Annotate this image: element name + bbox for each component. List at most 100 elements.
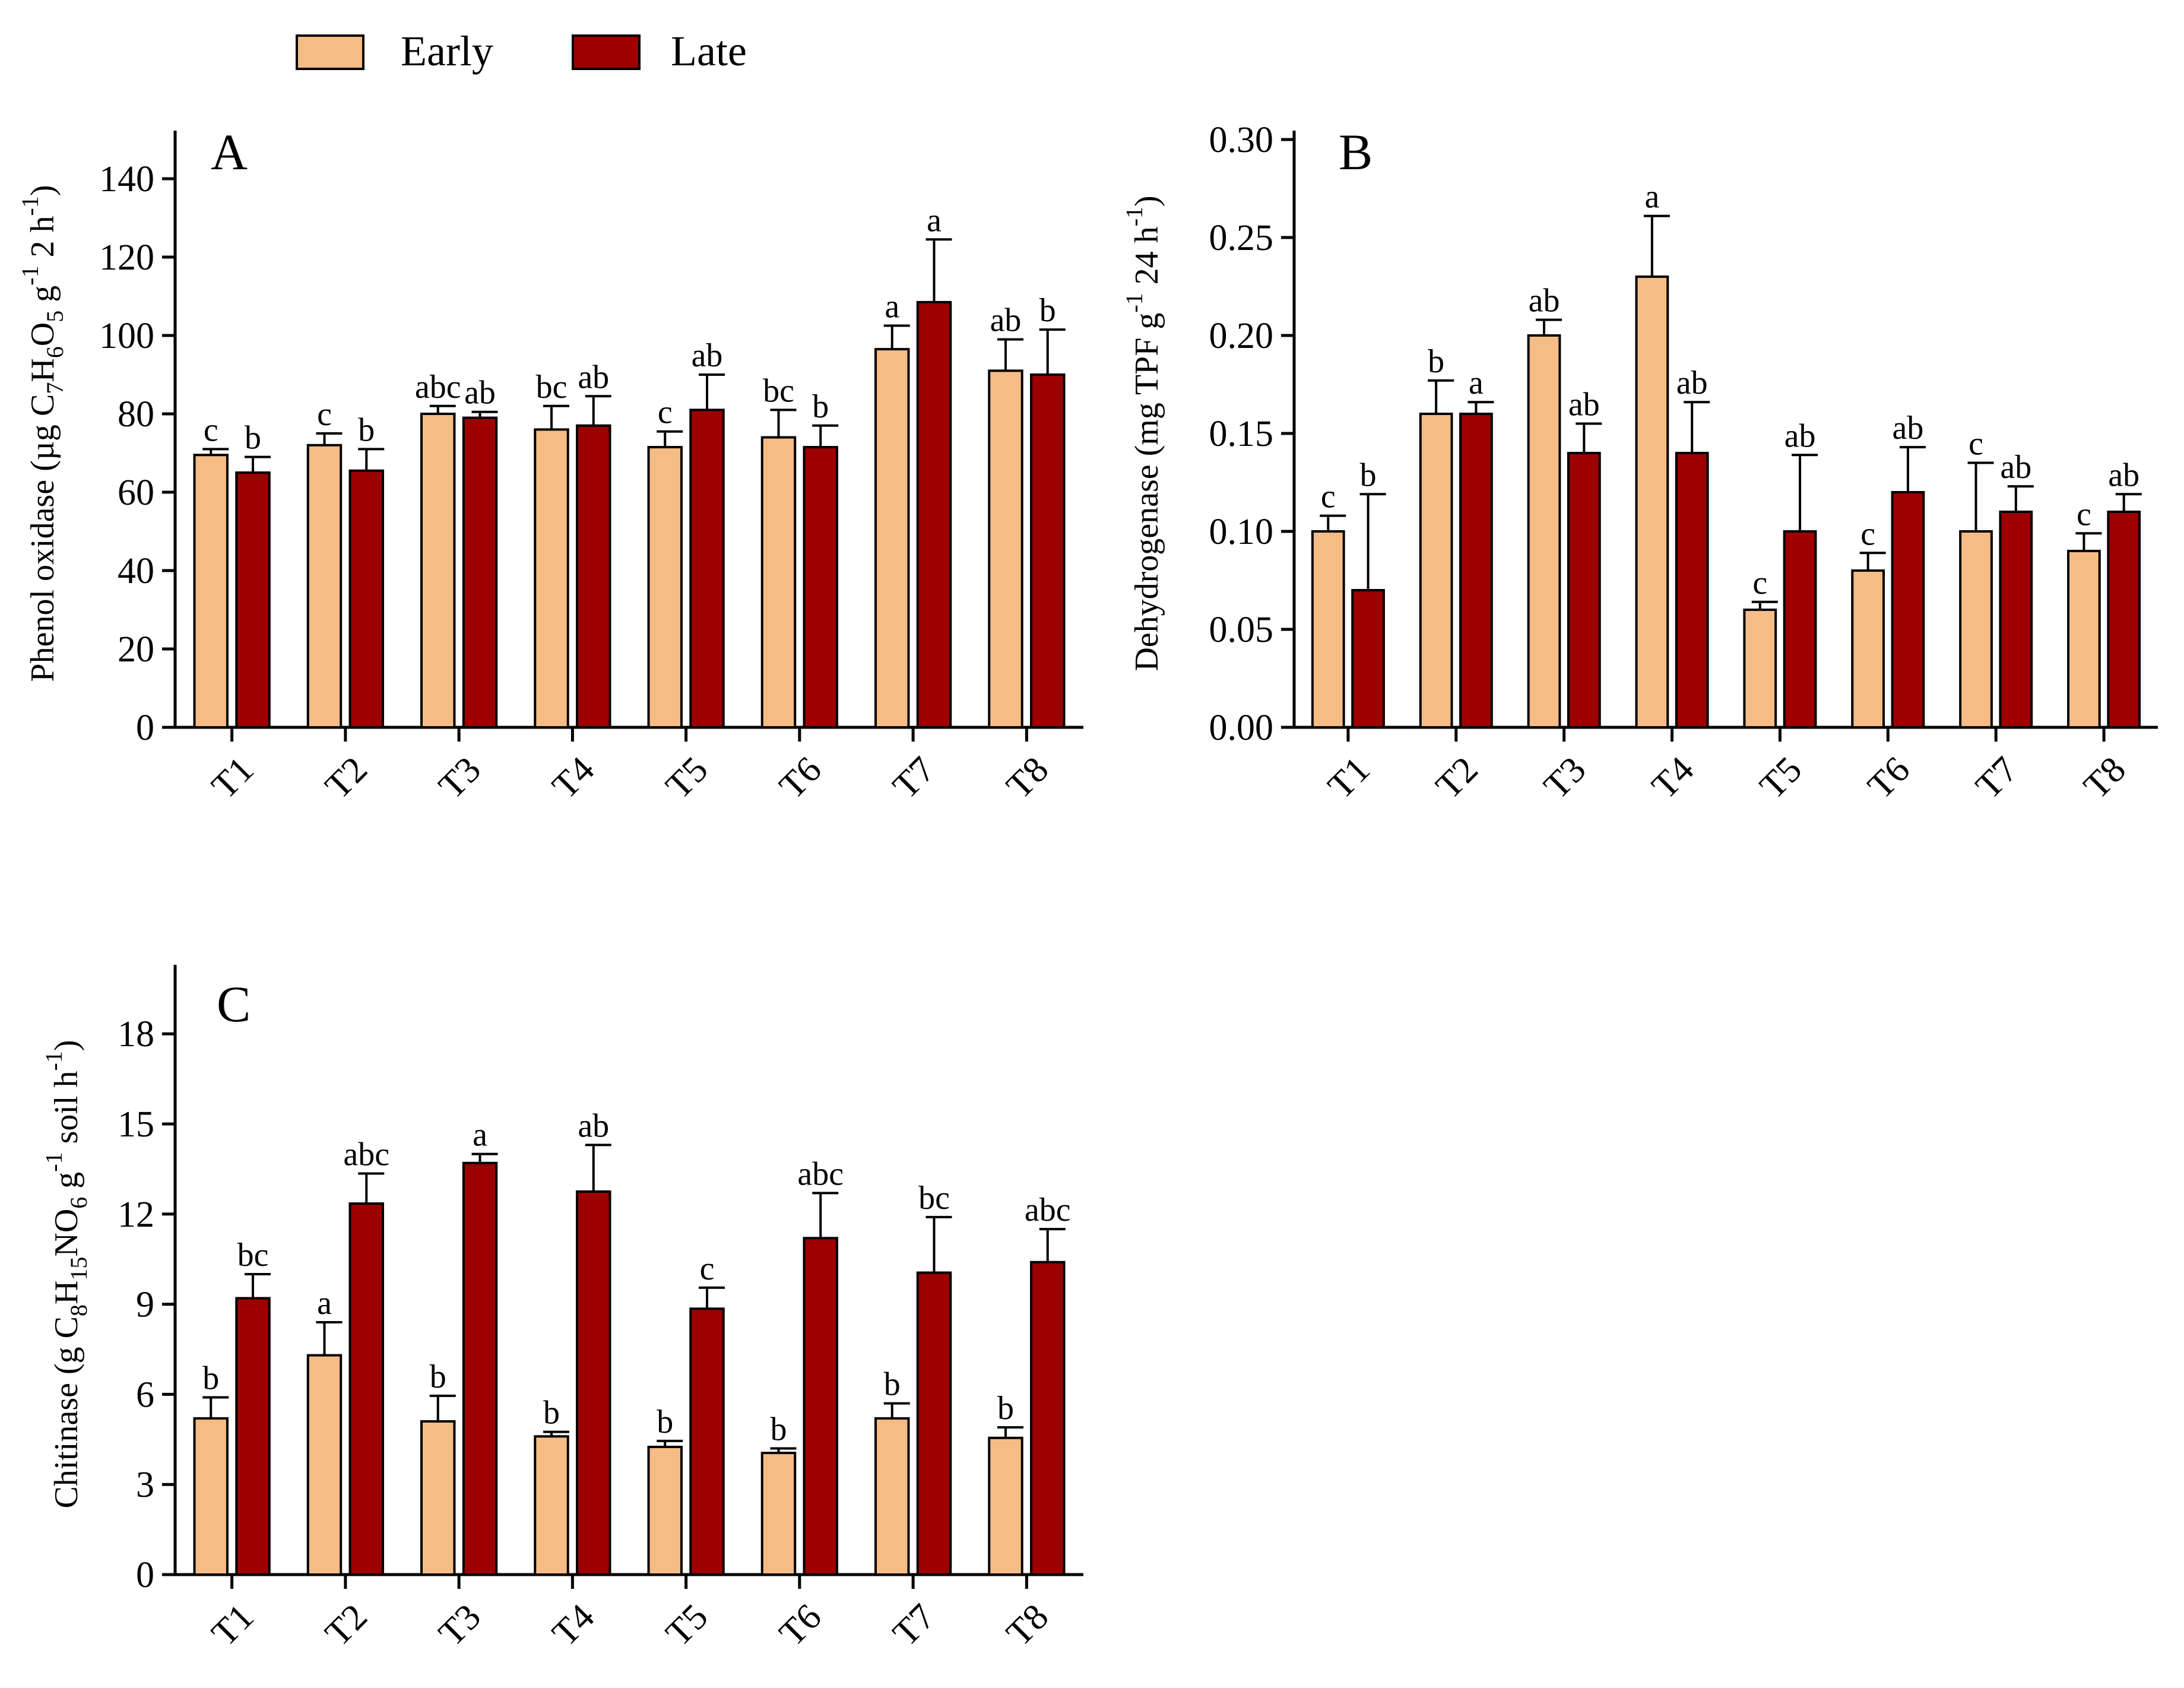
bar-late-t4-c <box>576 1190 611 1576</box>
significance-letter-early-a: c <box>317 396 332 433</box>
x-tick-label-c: T2 <box>318 1597 375 1654</box>
bar-early-t8-c <box>988 1436 1023 1576</box>
bar-early-t8-b <box>2067 550 2101 729</box>
bar-early-t3-a <box>420 413 456 729</box>
y-tick-label-a: 60 <box>118 473 154 513</box>
x-tick-label-b: T1 <box>1320 749 1378 807</box>
bar-late-t2-b <box>1459 413 1493 729</box>
bar-early-t3-b <box>1527 334 1561 729</box>
bar-early-t7-c <box>874 1417 910 1576</box>
bar-late-t3-a <box>462 416 498 729</box>
panel-c: 0 3 6 9 12 15 18 C Chitinase (g C8H15NO6 g-1 soi… <box>40 965 1083 1654</box>
significance-letter-early-b: ab <box>1529 283 1560 319</box>
significance-letter-late-a: ab <box>692 337 723 374</box>
x-tick-label-c: T8 <box>999 1597 1056 1654</box>
x-tick-label-a: T8 <box>999 749 1056 807</box>
significance-letter-early-b: c <box>1969 426 1983 463</box>
x-tick-label-a: T3 <box>431 749 489 807</box>
significance-letter-late-a: b <box>1039 292 1056 329</box>
y-axis-label-a: Phenol oxidase (µg C7H6O5 g-1 2 h-1) <box>17 185 68 682</box>
significance-letter-late-c: ab <box>578 1107 609 1144</box>
significance-letter-late-c: abc <box>343 1136 389 1173</box>
bar-late-t3-b <box>1567 452 1601 729</box>
bar-late-t7-b <box>1999 511 2033 729</box>
significance-letter-late-c: c <box>700 1250 715 1287</box>
bar-early-t3-c <box>420 1420 456 1576</box>
bar-late-t1-b <box>1351 589 1385 729</box>
y-axis-label-c: Chitinase (g C8H15NO6 g-1 soil h-1) <box>40 1040 92 1508</box>
legend-label-early: Early <box>401 27 493 75</box>
bar-early-t4-a <box>534 428 569 729</box>
y-tick-label-a: 40 <box>118 551 154 591</box>
x-tick-label-a: T5 <box>658 749 716 807</box>
significance-letter-early-c: b <box>770 1411 787 1448</box>
x-tick-label-a: T7 <box>885 749 943 807</box>
panel-label-c: C <box>217 976 251 1033</box>
bar-late-t4-b <box>1675 452 1709 729</box>
significance-letter-early-b: c <box>2077 496 2091 533</box>
bar-early-t1-b <box>1311 530 1345 729</box>
significance-letter-early-c: b <box>430 1358 446 1395</box>
bar-late-t6-a <box>803 446 838 729</box>
y-tick-label-b: 0.10 <box>1209 512 1274 552</box>
bar-early-t2-b <box>1419 413 1453 729</box>
y-tick-label-b: 0.15 <box>1209 414 1274 454</box>
x-tick-label-b: T3 <box>1536 749 1594 807</box>
bar-early-t5-b <box>1743 609 1777 729</box>
bar-early-t5-a <box>647 446 683 729</box>
x-tick-label-b: T4 <box>1644 749 1702 807</box>
bar-late-t2-a <box>348 469 384 729</box>
significance-letter-early-c: b <box>884 1366 901 1403</box>
bar-late-t8-a <box>1030 373 1066 729</box>
significance-letter-early-a: bc <box>536 369 568 406</box>
significance-letter-late-a: b <box>245 420 261 457</box>
bar-early-t2-c <box>306 1354 343 1576</box>
y-tick-label-a: 20 <box>118 629 154 670</box>
bar-early-t4-c <box>534 1435 569 1576</box>
bar-early-t7-a <box>874 348 910 729</box>
y-tick-label-c: 9 <box>136 1285 154 1325</box>
significance-letter-late-c: a <box>473 1117 487 1154</box>
significance-letter-early-a: c <box>658 394 673 431</box>
bar-late-t6-c <box>803 1237 838 1576</box>
bar-late-t1-c <box>235 1297 271 1576</box>
y-tick-label-c: 12 <box>118 1195 154 1235</box>
y-tick-label-b: 0.25 <box>1209 218 1274 258</box>
legend-label-late: Late <box>671 27 747 75</box>
bar-late-t8-b <box>2107 511 2141 729</box>
significance-letter-late-a: ab <box>578 359 609 395</box>
y-tick-label-c: 18 <box>118 1014 154 1054</box>
x-tick-label-c: T1 <box>204 1597 262 1654</box>
significance-letter-late-a: b <box>812 388 829 425</box>
significance-letter-early-b: c <box>1860 515 1875 552</box>
bar-early-t4-b <box>1635 275 1669 729</box>
x-tick-label-b: T5 <box>1752 749 1810 807</box>
significance-letter-early-a: ab <box>990 302 1022 339</box>
x-tick-label-c: T4 <box>544 1597 602 1654</box>
x-tick-label-c: T7 <box>885 1597 943 1654</box>
panel-label-b: B <box>1339 123 1372 180</box>
y-tick-label-a: 0 <box>136 708 154 748</box>
x-tick-label-a: T6 <box>772 749 829 807</box>
significance-letter-late-b: ab <box>1893 410 1924 446</box>
bar-early-t5-c <box>647 1445 683 1576</box>
y-tick-label-a: 100 <box>99 316 154 356</box>
y-tick-label-a: 140 <box>99 159 154 199</box>
legend-swatch-late <box>572 34 641 70</box>
significance-letter-early-b: c <box>1321 479 1336 515</box>
significance-letter-early-b: b <box>1428 343 1444 380</box>
panel-a: 0 20 40 60 80 100 120 140 A Phenol oxidase (µg C7… <box>17 123 1083 807</box>
significance-letter-early-c: b <box>997 1390 1014 1427</box>
significance-letter-late-b: ab <box>2000 449 2031 486</box>
significance-letter-late-b: ab <box>1784 417 1816 454</box>
significance-letter-late-c: abc <box>1025 1192 1071 1228</box>
bar-early-t2-a <box>306 444 343 729</box>
bar-late-t7-c <box>916 1271 952 1576</box>
bar-early-t6-c <box>760 1452 797 1576</box>
x-tick-label-c: T6 <box>772 1597 829 1654</box>
significance-letter-late-c: abc <box>797 1155 844 1192</box>
significance-letter-early-b: a <box>1644 179 1659 216</box>
panel-b: 0.00 0.05 0.10 0.15 0.20 0.25 0.30 B Dehydrogena… <box>1121 120 2158 807</box>
bar-late-t1-a <box>235 471 271 729</box>
significance-letter-late-a: a <box>927 202 942 239</box>
